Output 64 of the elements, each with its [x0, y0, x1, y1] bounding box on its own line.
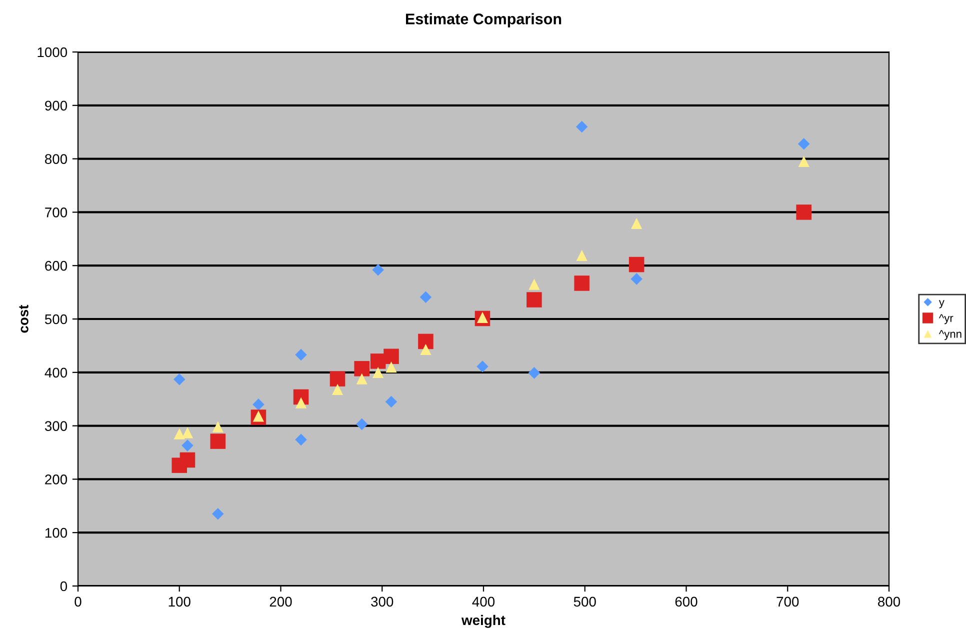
legend-label: ^ynn [938, 330, 962, 340]
chart-title: Estimate Comparison [406, 13, 562, 28]
point [372, 366, 384, 378]
point [576, 120, 588, 133]
point [386, 362, 397, 373]
point [330, 371, 346, 386]
point [295, 434, 307, 446]
y-tick-label: 100 [45, 528, 68, 538]
y-tick-label: 500 [44, 314, 68, 324]
point [798, 138, 810, 150]
point [372, 264, 384, 276]
y-tick-label: 400 [44, 368, 68, 378]
x-tick-label: 100 [168, 596, 190, 607]
point [295, 348, 307, 361]
point [174, 428, 185, 440]
y-tick-label: 0 [60, 581, 68, 592]
point [210, 434, 226, 449]
point [356, 373, 368, 384]
point [476, 360, 488, 372]
y-tick-label: 300 [44, 421, 68, 431]
point [370, 354, 386, 369]
y-tick-label: 900 [45, 100, 68, 111]
point [528, 278, 540, 290]
legend-label: ^yr [938, 314, 954, 324]
point [798, 156, 810, 168]
point [180, 452, 196, 468]
point [420, 344, 432, 355]
y-tick-label: 800 [45, 154, 68, 164]
x-tick-label: 400 [472, 596, 495, 607]
x-tick-label: 800 [878, 596, 900, 607]
x-tick-label: 0 [74, 596, 82, 607]
point [796, 204, 812, 220]
point [385, 396, 398, 408]
point [574, 276, 590, 291]
point [526, 292, 542, 308]
point [182, 427, 194, 438]
point [420, 291, 432, 303]
point [418, 334, 434, 350]
point [212, 421, 224, 432]
point [332, 384, 344, 396]
point [630, 273, 642, 285]
x-tick-label: 500 [574, 596, 596, 607]
y-axis-title: cost [19, 304, 28, 333]
point [354, 361, 370, 376]
y-tick-label: 700 [45, 208, 68, 218]
point [173, 373, 186, 386]
x-tick-label: 600 [675, 596, 698, 607]
point [576, 250, 588, 262]
x-tick-label: 200 [270, 596, 292, 607]
x-axis-title: weight [461, 614, 506, 628]
x-tick-label: 700 [776, 596, 799, 607]
point [252, 398, 264, 410]
legend-label: y [938, 300, 944, 308]
point [212, 508, 224, 520]
y-tick-label: 600 [45, 260, 68, 271]
point [631, 218, 642, 229]
point [356, 418, 368, 430]
x-tick-label: 300 [371, 596, 394, 607]
point [528, 367, 540, 379]
point [384, 348, 399, 364]
point [182, 440, 194, 452]
point [628, 256, 644, 272]
y-tick-label: 200 [45, 474, 68, 484]
y-tick-label: 1000 [38, 47, 68, 58]
